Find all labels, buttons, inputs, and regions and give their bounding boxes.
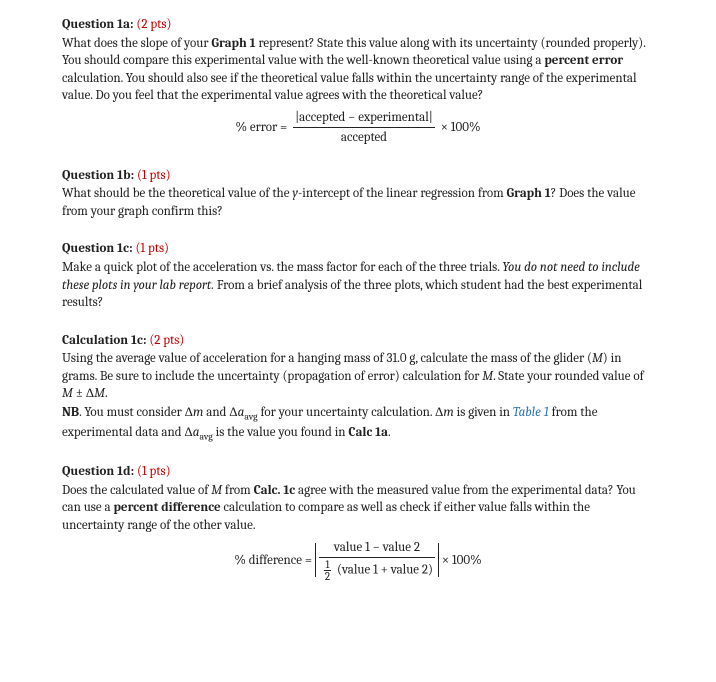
- q1a-body: What does the slope of your Graph 1 repr…: [62, 35, 654, 105]
- q1a-pts: (2 pts): [136, 17, 171, 32]
- q1d-formula: % difference = value 1 − value 2 12 (val…: [62, 539, 654, 583]
- q1b-heading: Question 1b: (1 pts): [62, 168, 171, 183]
- c1c-nb: NB. You must consider Δm and Δaavg for y…: [62, 404, 654, 444]
- question-1a: Question 1a: (2 pts) What does the slope…: [62, 16, 654, 147]
- q1d-pts: (1 pts): [137, 464, 171, 479]
- q1a-formula-real: % error = |accepted − experimental| acce…: [62, 109, 654, 147]
- q1d-body: Does the calculated value of M from Calc…: [62, 482, 654, 535]
- q1b-body: What should be the theoretical value of …: [62, 185, 654, 220]
- c1c-body: Using the average value of acceleration …: [62, 350, 654, 403]
- c1c-heading: Calculation 1c: (2 pts): [62, 333, 184, 348]
- c1c-pts: (2 pts): [149, 333, 184, 348]
- q1b-pts: (1 pts): [137, 168, 171, 183]
- q1c-heading: Question 1c: (1 pts): [62, 241, 169, 256]
- question-1c: Question 1c: (1 pts) Make a quick plot o…: [62, 240, 654, 311]
- q1c-body: Make a quick plot of the acceleration vs…: [62, 259, 654, 312]
- calculation-1c: Calculation 1c: (2 pts) Using the averag…: [62, 332, 654, 444]
- question-1b: Question 1b: (1 pts) What should be the …: [62, 167, 654, 221]
- question-1d: Question 1d: (1 pts) Does the calculated…: [62, 463, 654, 582]
- q1c-pts: (1 pts): [135, 241, 169, 256]
- q1d-heading: Question 1d: (1 pts): [62, 464, 171, 479]
- q1a-heading: Question 1a: (2 pts): [62, 17, 171, 32]
